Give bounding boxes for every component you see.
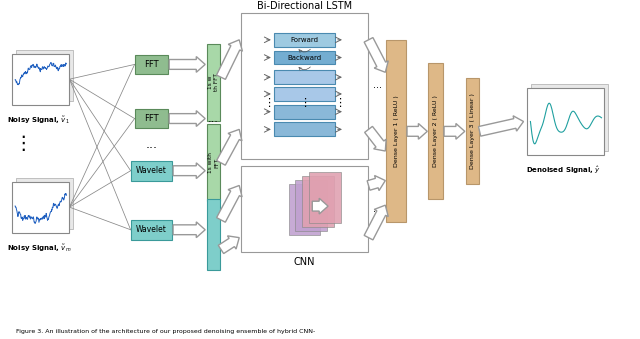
Polygon shape — [16, 178, 74, 229]
Bar — [241, 13, 367, 159]
Polygon shape — [365, 126, 386, 151]
Polygon shape — [173, 163, 205, 179]
Polygon shape — [531, 84, 609, 151]
Text: CNN: CNN — [294, 257, 315, 267]
Text: Dense Layer 3 ( Linear ): Dense Layer 3 ( Linear ) — [470, 94, 475, 169]
Text: 1s w
th FFT: 1s w th FFT — [208, 73, 219, 91]
Text: ⋮: ⋮ — [13, 134, 33, 153]
Text: Forward: Forward — [291, 37, 318, 43]
Text: FFT: FFT — [144, 114, 159, 123]
Bar — [303, 176, 334, 227]
Bar — [428, 63, 443, 199]
Polygon shape — [169, 57, 205, 72]
Text: Backward: Backward — [287, 55, 321, 61]
Bar — [131, 220, 172, 240]
Polygon shape — [216, 129, 242, 165]
Text: ...: ... — [208, 114, 219, 123]
Polygon shape — [16, 50, 74, 101]
Bar — [207, 124, 220, 201]
Bar — [296, 180, 327, 231]
Text: Noisy Signal, $\tilde{v}_m$: Noisy Signal, $\tilde{v}_m$ — [6, 243, 71, 254]
Text: ...: ... — [373, 204, 382, 214]
Polygon shape — [169, 111, 205, 126]
Text: Figure 3. An illustration of the architecture of our proposed denoising ensemble: Figure 3. An illustration of the archite… — [16, 329, 316, 334]
Text: Denoised Signal, $\hat{y}$: Denoised Signal, $\hat{y}$ — [527, 165, 602, 176]
Text: 1s with
FFT: 1s with FFT — [208, 153, 219, 173]
Text: Wavelet: Wavelet — [136, 166, 167, 175]
Text: ⋮: ⋮ — [263, 98, 275, 108]
Bar — [274, 122, 335, 136]
Text: ...: ... — [373, 80, 382, 89]
Bar — [131, 161, 172, 181]
Bar — [134, 109, 168, 128]
Bar — [12, 54, 69, 105]
Text: Dense Layer 1 ( ReLU ): Dense Layer 1 ( ReLU ) — [394, 96, 399, 167]
Text: ⋮: ⋮ — [334, 98, 346, 108]
Bar — [309, 172, 341, 223]
Bar — [274, 70, 335, 84]
Bar — [241, 166, 367, 253]
Bar — [387, 40, 406, 222]
Bar — [207, 44, 220, 121]
Text: Wavelet: Wavelet — [136, 225, 167, 234]
Text: Dense Layer 2 ( ReLU ): Dense Layer 2 ( ReLU ) — [433, 95, 438, 167]
Text: Bi-Directional LSTM: Bi-Directional LSTM — [257, 1, 352, 11]
Text: FFT: FFT — [144, 60, 159, 69]
Polygon shape — [173, 222, 205, 238]
Polygon shape — [407, 123, 428, 139]
Polygon shape — [444, 123, 465, 139]
Polygon shape — [364, 205, 388, 240]
Polygon shape — [312, 198, 328, 214]
Bar — [274, 105, 335, 119]
Text: ...: ... — [145, 138, 157, 151]
Text: Noisy Signal, $\tilde{v}_1$: Noisy Signal, $\tilde{v}_1$ — [8, 115, 70, 126]
Bar — [207, 199, 220, 270]
Polygon shape — [479, 116, 524, 136]
Polygon shape — [216, 40, 243, 79]
Polygon shape — [364, 38, 388, 72]
Bar — [12, 182, 69, 233]
Polygon shape — [218, 236, 239, 254]
Bar — [274, 51, 335, 64]
Bar — [134, 55, 168, 74]
Polygon shape — [367, 176, 385, 191]
Bar — [527, 88, 604, 155]
Bar — [274, 33, 335, 47]
Text: ⋮: ⋮ — [299, 98, 310, 108]
Bar — [274, 87, 335, 101]
Bar — [466, 78, 479, 184]
Polygon shape — [216, 185, 242, 222]
Bar — [289, 183, 320, 235]
